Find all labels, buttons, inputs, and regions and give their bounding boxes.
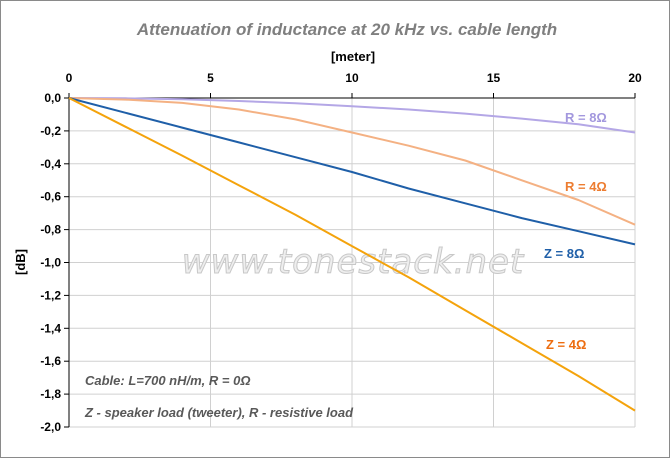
load-legend-note: Z - speaker load (tweeter), R - resistiv… [84,405,354,420]
tick-labels: 0 5 10 15 20 0,0 -0,2 -0,4 -0,6 -0,8 -1,0 -1,2 -1,4 -… [40,71,642,434]
y-axis-title: [dB] [13,249,28,275]
series-label: R = 4Ω [565,179,607,194]
y-tick-label: -0,6 [40,190,61,204]
series-lines [68,97,636,412]
y-tick-label: -1,0 [40,256,61,270]
y-tick-label: -0,2 [40,124,61,138]
x-axis-title: [meter] [331,49,375,64]
series-line [68,97,636,134]
cable-note: Cable: L=700 nH/m, R = 0Ω [85,373,250,388]
series-line [68,97,636,412]
x-tick-label: 10 [345,71,359,85]
series-line [68,97,636,226]
y-tick-label: -1,4 [40,321,61,335]
y-tick-label: 0,0 [44,91,61,105]
y-tick-label: -1,2 [40,288,61,302]
y-tick-label: -2,0 [40,420,61,434]
series-line [68,97,636,246]
chart-title: Attenuation of inductance at 20 kHz vs. … [136,20,557,39]
y-tick-label: -1,8 [40,387,61,401]
grid [64,93,636,428]
x-tick-label: 5 [207,71,214,85]
watermark: www.tonestack.net [182,242,525,282]
x-tick-label: 20 [628,71,642,85]
series-labels: R = 8Ω R = 4Ω Z = 8Ω Z = 4Ω [544,110,607,352]
series-label: R = 8Ω [565,110,607,125]
series-label: Z = 4Ω [546,337,586,352]
x-tick-label: 15 [487,71,501,85]
watermark-layer: www.tonestack.net [181,242,525,283]
y-tick-label: -0,8 [40,223,61,237]
y-tick-label: -1,6 [40,354,61,368]
x-tick-label: 0 [66,71,73,85]
y-tick-label: -0,4 [40,157,61,171]
series-label: Z = 8Ω [544,246,584,261]
